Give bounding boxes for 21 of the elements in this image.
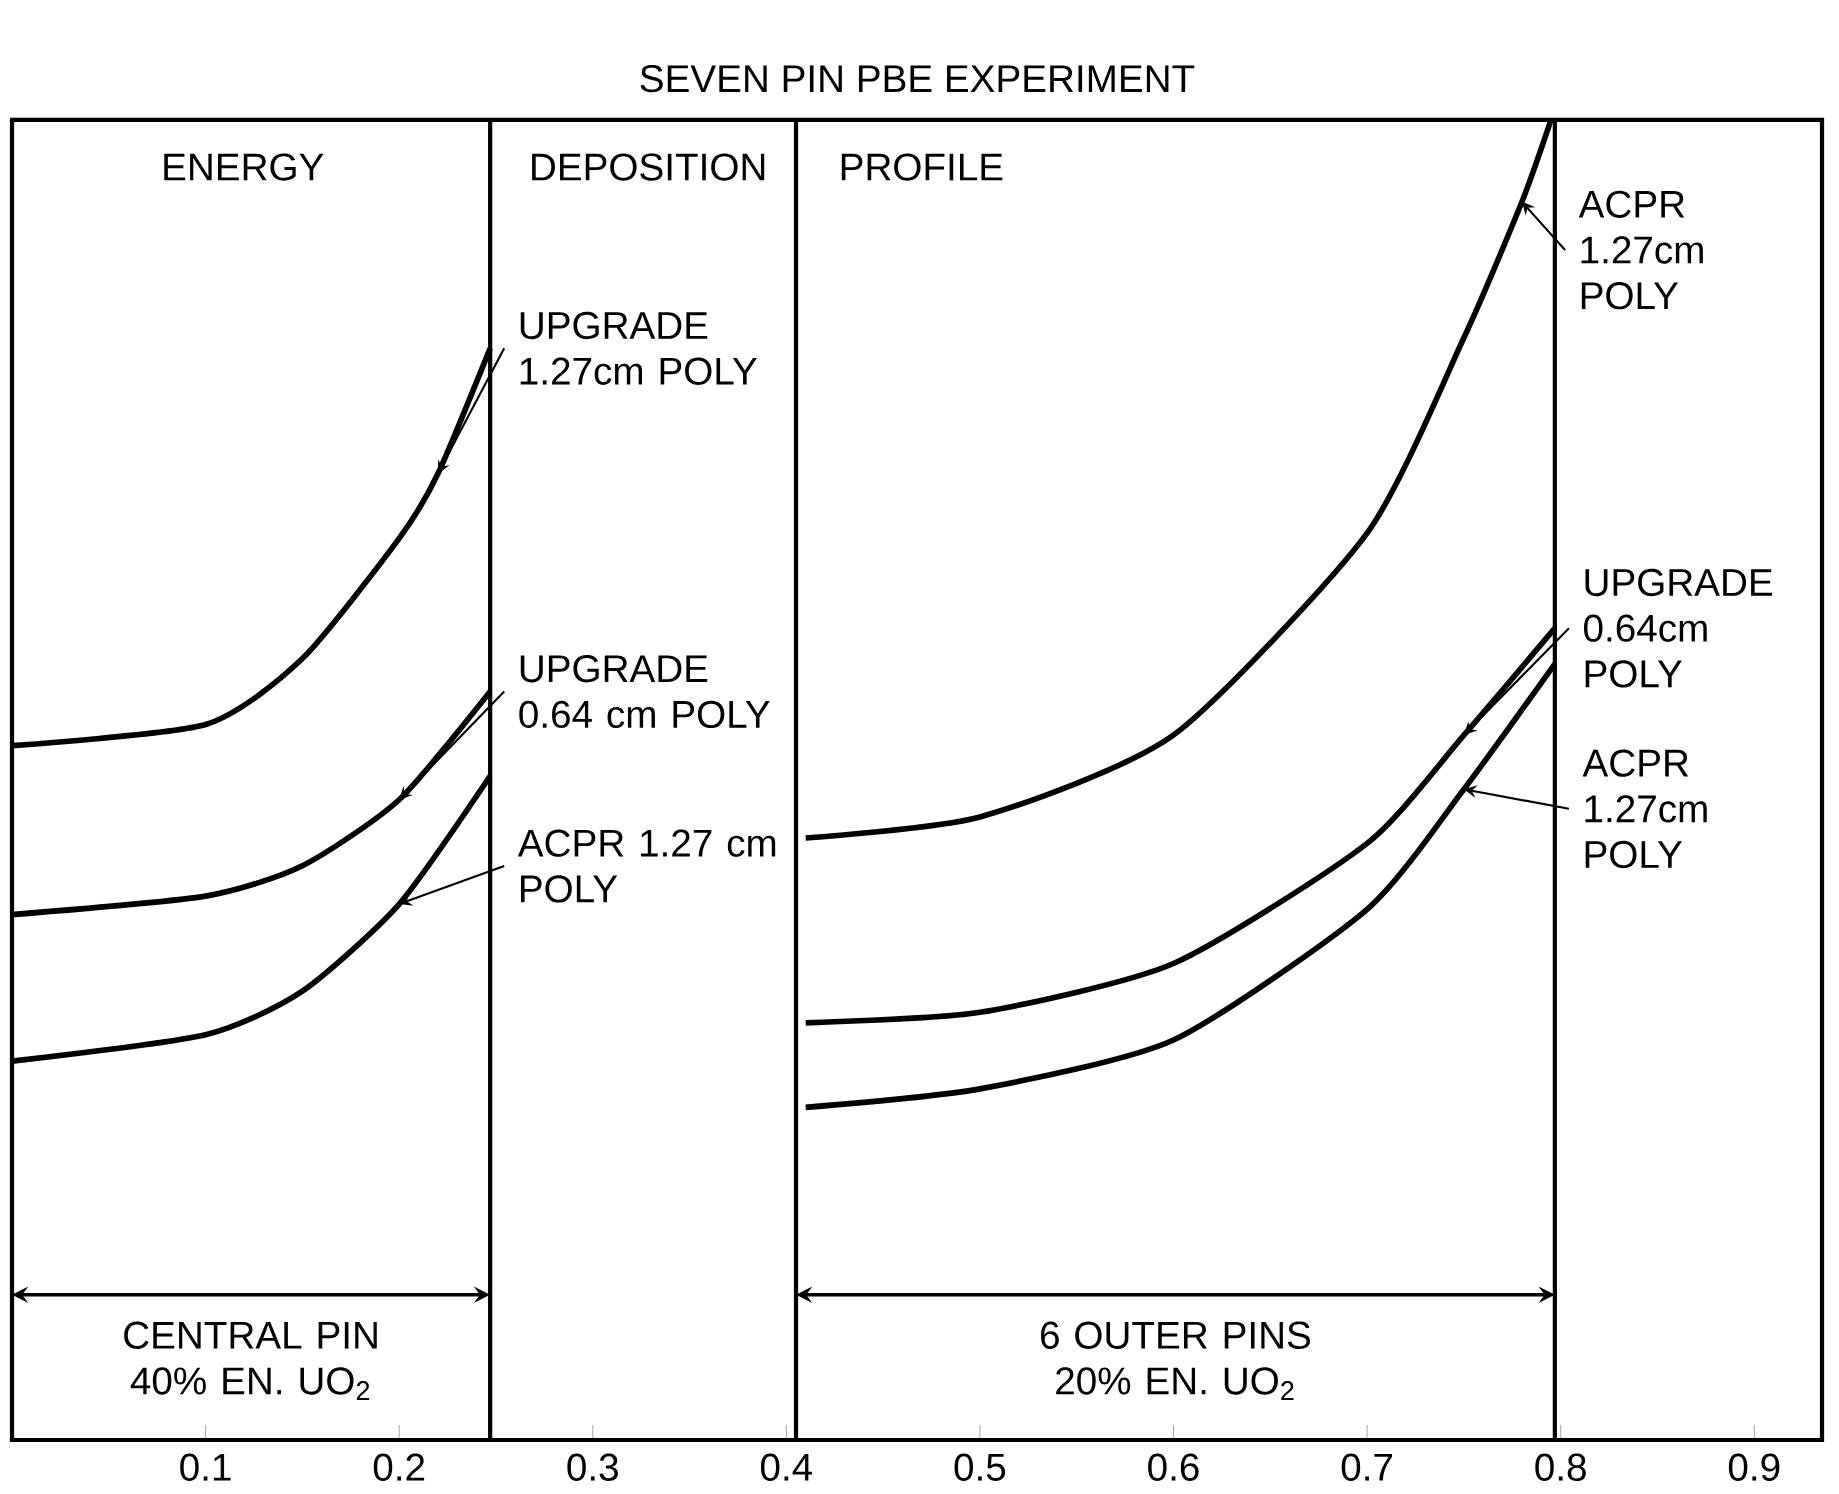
legend-label: ACPR 1.27cm POLY bbox=[1578, 190, 1703, 310]
annotation: CENTRAL PIN 40% EN. UO$_{2}$ bbox=[124, 1321, 377, 1401]
series-label: UPGRADE 0.64cm POLY bbox=[1584, 568, 1772, 688]
x-tick-label: 0.6 bbox=[1148, 1453, 1199, 1482]
x-tick-label: 0.1 bbox=[180, 1453, 231, 1482]
x-tick-label: 0.7 bbox=[1341, 1453, 1393, 1482]
x-tick-label: 0.8 bbox=[1535, 1453, 1586, 1482]
x-tick-label: 0.3 bbox=[567, 1453, 618, 1482]
annotation: 6 OUTER PINS 20% EN. UO$_{2}$ bbox=[1041, 1321, 1311, 1401]
x-tick-label: 0.5 bbox=[954, 1453, 1006, 1482]
x-tick-label: 0.9 bbox=[1728, 1453, 1780, 1482]
annotation: DEPOSITION bbox=[532, 153, 765, 181]
annotation: PROFILE bbox=[841, 153, 1003, 181]
legend-label: ACPR 1.27cm POLY bbox=[1582, 749, 1707, 869]
x-tick-label: 0.2 bbox=[373, 1453, 425, 1482]
annotation: ENERGY bbox=[164, 153, 324, 181]
series-label: UPGRADE 0.64 cm POLY bbox=[519, 655, 770, 729]
series-label: UPGRADE 1.27cm POLY bbox=[520, 311, 757, 385]
chart-title: SEVEN PIN PBE EXPERIMENT bbox=[640, 65, 1195, 93]
x-tick-label: 0.4 bbox=[760, 1453, 813, 1482]
legend-label: ACPR 1.27 cm POLY bbox=[517, 829, 776, 903]
